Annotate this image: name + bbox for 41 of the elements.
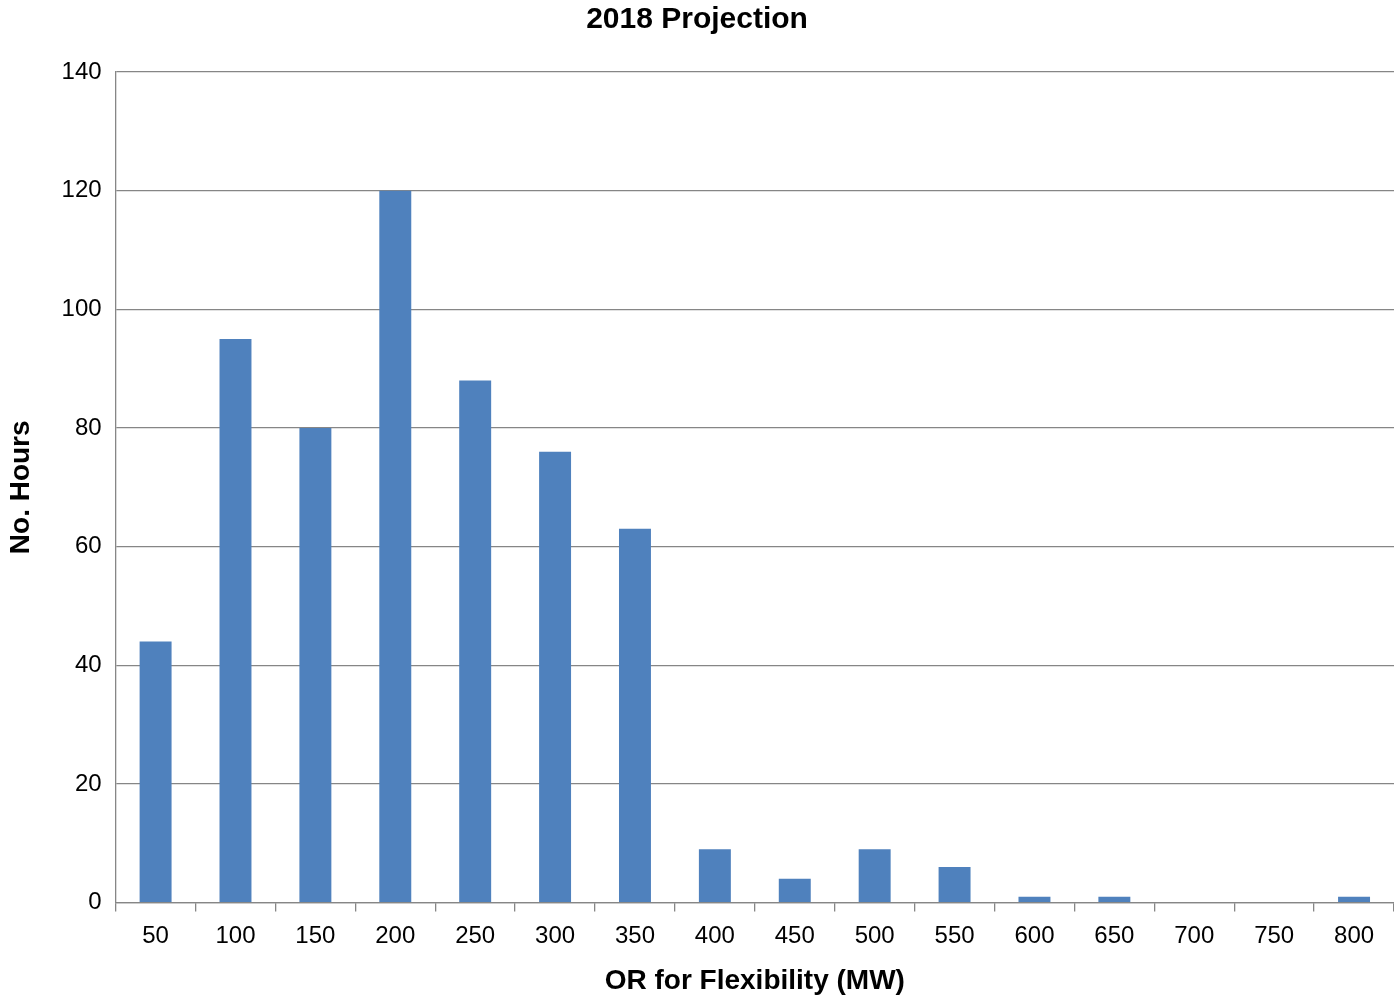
x-tick-label: 300 <box>535 920 576 948</box>
bar <box>1098 896 1131 902</box>
x-tick-label: 700 <box>1174 920 1215 948</box>
y-axis-title: No. Hours <box>3 420 35 555</box>
chart-title: 2018 Projection <box>586 1 808 35</box>
x-tick-label: 350 <box>614 920 655 948</box>
bar <box>858 849 891 902</box>
bar <box>139 641 172 902</box>
y-tick-label: 20 <box>74 768 102 796</box>
bar <box>698 849 731 902</box>
x-tick-label: 450 <box>774 920 815 948</box>
y-tick-label: 140 <box>61 56 102 84</box>
bar <box>778 878 811 902</box>
x-tick-label: 750 <box>1254 920 1295 948</box>
x-axis-title: OR for Flexibility (MW) <box>604 963 905 995</box>
bar <box>1338 896 1371 902</box>
bar <box>539 451 572 902</box>
y-tick-label: 40 <box>74 649 102 677</box>
bar <box>219 338 252 902</box>
x-tick-label: 200 <box>375 920 416 948</box>
x-tick-label: 50 <box>142 920 169 948</box>
bar <box>619 528 651 902</box>
bar <box>938 867 971 902</box>
y-tick-label: 100 <box>61 293 102 321</box>
x-tick-label: 600 <box>1014 920 1055 948</box>
y-tick-label: 0 <box>88 887 102 915</box>
x-tick-label: 150 <box>295 920 336 948</box>
x-tick-label: 100 <box>215 920 256 948</box>
bar <box>1018 896 1051 902</box>
y-tick-label: 80 <box>74 412 102 440</box>
x-tick-label: 800 <box>1334 920 1375 948</box>
y-tick-label: 60 <box>74 531 102 559</box>
bar <box>299 427 332 902</box>
x-tick-label: 400 <box>694 920 735 948</box>
x-tick-label: 650 <box>1094 920 1135 948</box>
y-tick-label: 120 <box>61 175 102 203</box>
bar <box>459 380 492 902</box>
x-tick-label: 500 <box>854 920 895 948</box>
bar <box>379 190 412 902</box>
x-tick-label: 250 <box>455 920 496 948</box>
x-tick-label: 550 <box>934 920 975 948</box>
